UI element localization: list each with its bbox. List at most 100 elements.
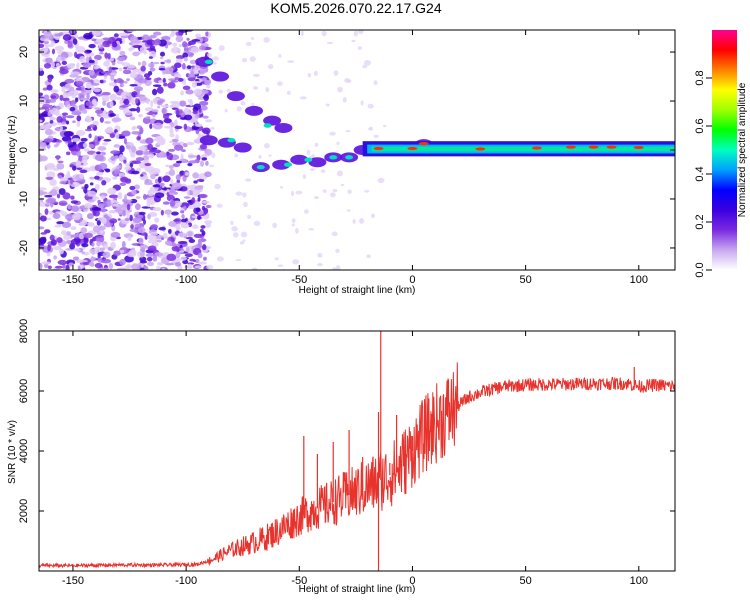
noise-speck bbox=[69, 74, 79, 78]
noise-speck bbox=[134, 97, 139, 104]
ridge-hotspot bbox=[531, 146, 542, 150]
spectrogram-ytick-label: 0 bbox=[18, 147, 30, 153]
noise-speck bbox=[94, 183, 100, 191]
noise-speck bbox=[61, 60, 67, 66]
snr-series bbox=[39, 331, 675, 571]
noise-speck bbox=[59, 94, 64, 101]
noise-speck bbox=[124, 194, 128, 202]
noise-speck bbox=[377, 177, 385, 183]
noise-speck bbox=[122, 69, 132, 75]
noise-speck bbox=[54, 109, 60, 116]
noise-speck bbox=[335, 265, 341, 270]
noise-speck bbox=[57, 174, 63, 179]
noise-speck bbox=[199, 45, 206, 51]
noise-speck bbox=[62, 114, 67, 120]
noise-speck bbox=[265, 86, 270, 93]
noise-speck bbox=[147, 245, 157, 252]
noise-speck bbox=[226, 88, 231, 93]
ridge-blob bbox=[233, 142, 252, 153]
noise-speck bbox=[170, 211, 179, 216]
noise-speck bbox=[172, 42, 178, 47]
noise-speck bbox=[89, 182, 94, 186]
noise-speck bbox=[84, 117, 93, 123]
noise-speck bbox=[268, 154, 272, 157]
noise-speck bbox=[69, 106, 76, 112]
noise-speck bbox=[286, 90, 291, 95]
snr-ytick-label: 6000 bbox=[18, 379, 30, 403]
noise-speck bbox=[176, 223, 181, 230]
noise-speck bbox=[65, 120, 70, 125]
noise-speck bbox=[39, 262, 43, 270]
noise-speck bbox=[64, 83, 71, 89]
ridge-hotspot bbox=[407, 146, 418, 151]
noise-speck bbox=[59, 125, 63, 132]
noise-speck bbox=[201, 127, 211, 135]
ridge-hotspot bbox=[606, 145, 617, 149]
noise-speck bbox=[175, 160, 183, 164]
noise-speck bbox=[144, 162, 152, 167]
noise-speck bbox=[373, 134, 379, 138]
noise-speck bbox=[65, 264, 70, 270]
ridge-core bbox=[263, 123, 272, 128]
noise-speck bbox=[75, 160, 81, 166]
noise-speck bbox=[347, 189, 352, 194]
noise-speck bbox=[130, 224, 134, 230]
noise-speck bbox=[169, 100, 180, 104]
noise-speck bbox=[204, 220, 213, 224]
noise-speck bbox=[210, 127, 215, 130]
noise-speck bbox=[54, 224, 62, 228]
noise-speck bbox=[121, 62, 131, 67]
noise-speck bbox=[163, 125, 173, 129]
noise-speck bbox=[160, 56, 164, 60]
noise-speck bbox=[198, 108, 202, 113]
noise-speck bbox=[72, 144, 81, 152]
noise-speck bbox=[170, 122, 175, 128]
noise-speck bbox=[89, 124, 96, 128]
noise-speck bbox=[168, 220, 177, 227]
noise-speck bbox=[129, 71, 138, 79]
noise-speck bbox=[177, 240, 188, 245]
noise-speck bbox=[93, 210, 101, 217]
noise-speck bbox=[88, 69, 95, 76]
noise-speck bbox=[152, 39, 162, 46]
noise-speck bbox=[205, 119, 213, 123]
noise-speck bbox=[69, 164, 75, 168]
noise-speck bbox=[113, 168, 121, 175]
noise-speck bbox=[201, 76, 207, 82]
noise-speck bbox=[86, 49, 92, 53]
noise-speck bbox=[165, 67, 169, 75]
noise-speck bbox=[181, 41, 188, 48]
noise-speck bbox=[158, 39, 167, 47]
noise-speck bbox=[113, 144, 121, 148]
noise-speck bbox=[148, 153, 155, 159]
noise-speck bbox=[117, 267, 127, 270]
noise-speck bbox=[67, 41, 73, 48]
noise-speck bbox=[186, 188, 190, 196]
snr-xtick-label: 0 bbox=[409, 575, 415, 587]
noise-speck bbox=[88, 261, 94, 267]
colorbar-tick-label: 0.0 bbox=[694, 262, 706, 277]
noise-speck bbox=[66, 63, 75, 69]
noise-speck bbox=[70, 238, 80, 245]
noise-speck bbox=[115, 165, 122, 169]
noise-speck bbox=[135, 150, 144, 156]
noise-speck bbox=[201, 200, 210, 204]
noise-speck bbox=[39, 119, 43, 123]
noise-speck bbox=[110, 72, 117, 76]
noise-speck bbox=[195, 259, 200, 264]
noise-speck bbox=[138, 146, 147, 151]
noise-speck bbox=[192, 110, 198, 115]
noise-speck bbox=[253, 220, 261, 227]
noise-speck bbox=[183, 114, 193, 121]
noise-speck bbox=[44, 128, 53, 136]
noise-speck bbox=[195, 33, 202, 38]
noise-speck bbox=[129, 214, 133, 222]
noise-speck bbox=[195, 128, 200, 135]
spectrogram-ridge bbox=[195, 56, 675, 173]
noise-speck bbox=[178, 250, 185, 253]
ridge-hotspot bbox=[565, 145, 576, 149]
noise-speck bbox=[42, 103, 51, 109]
noise-speck bbox=[90, 256, 95, 263]
noise-speck bbox=[52, 212, 61, 219]
noise-speck bbox=[295, 190, 303, 195]
